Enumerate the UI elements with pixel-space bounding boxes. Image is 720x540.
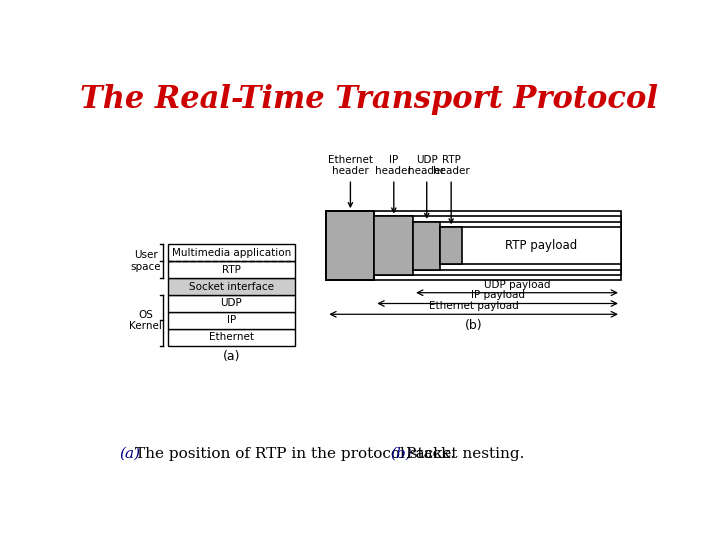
- Text: (a): (a): [222, 350, 240, 363]
- Bar: [326, 211, 374, 280]
- Bar: [326, 211, 621, 280]
- Bar: [168, 244, 295, 261]
- Text: Ethernet: Ethernet: [209, 333, 254, 342]
- Bar: [326, 211, 374, 280]
- Bar: [413, 222, 621, 269]
- Text: OS
Kernel: OS Kernel: [130, 309, 162, 331]
- Text: UDP payload: UDP payload: [484, 280, 550, 289]
- Bar: [441, 227, 462, 264]
- Text: Socket interface: Socket interface: [189, 281, 274, 292]
- Bar: [326, 211, 374, 280]
- Text: Ethernet
header: Ethernet header: [328, 155, 373, 207]
- Bar: [441, 227, 621, 264]
- Bar: [374, 217, 621, 275]
- Bar: [168, 312, 295, 329]
- Bar: [168, 295, 295, 312]
- Text: Packet nesting.: Packet nesting.: [406, 447, 525, 461]
- Text: The position of RTP in the protocol stack.: The position of RTP in the protocol stac…: [135, 447, 465, 461]
- Text: (b): (b): [465, 319, 482, 332]
- Text: RTP payload: RTP payload: [505, 239, 577, 252]
- Text: UDP
header: UDP header: [408, 155, 445, 218]
- Bar: [168, 261, 295, 278]
- Text: Ethernet payload: Ethernet payload: [428, 301, 518, 311]
- Text: UDP: UDP: [220, 299, 243, 308]
- Bar: [374, 217, 413, 275]
- Text: RTP: RTP: [222, 265, 241, 275]
- Bar: [413, 222, 441, 269]
- Bar: [374, 217, 413, 275]
- Bar: [168, 329, 295, 346]
- Bar: [441, 227, 462, 264]
- Bar: [168, 278, 295, 295]
- Text: (b): (b): [391, 447, 413, 461]
- Text: The Real-Time Transport Protocol: The Real-Time Transport Protocol: [80, 84, 658, 115]
- Text: IP payload: IP payload: [471, 291, 525, 300]
- Text: User
space: User space: [130, 251, 161, 272]
- Text: RTP
header: RTP header: [433, 155, 469, 223]
- Text: (a): (a): [120, 447, 140, 461]
- Bar: [413, 222, 441, 269]
- Text: IP
header: IP header: [375, 155, 412, 212]
- Text: Multimedia application: Multimedia application: [172, 248, 291, 258]
- Text: IP: IP: [227, 315, 236, 326]
